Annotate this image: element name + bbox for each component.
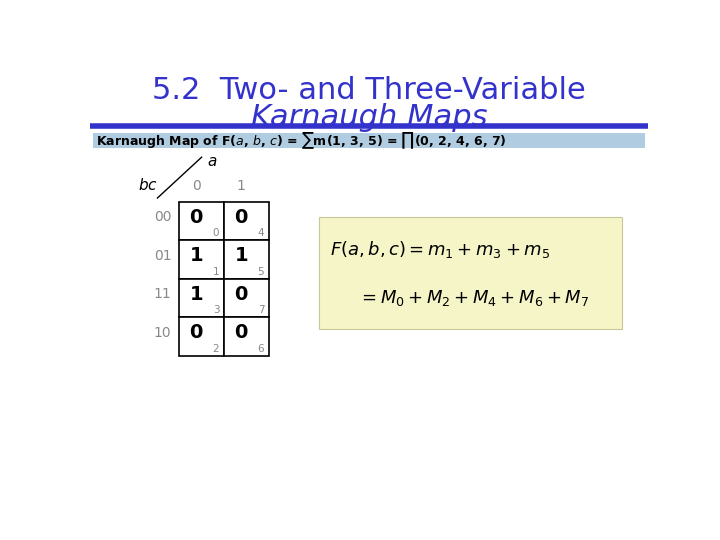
Text: Karnaugh Maps: Karnaugh Maps [251, 103, 487, 132]
Bar [224, 318, 269, 356]
Bar [224, 279, 269, 318]
Text: 01: 01 [154, 249, 171, 263]
Text: 0: 0 [212, 228, 219, 239]
Text: 10: 10 [154, 326, 171, 340]
Text: 6: 6 [258, 344, 264, 354]
Text: $a$: $a$ [207, 154, 217, 170]
Bar [320, 217, 621, 329]
Text: 1: 1 [234, 246, 248, 265]
Text: 4: 4 [258, 228, 264, 239]
Text: 1: 1 [237, 179, 246, 193]
Text: 0: 0 [235, 285, 248, 304]
Bar [93, 132, 645, 148]
Text: 3: 3 [212, 306, 220, 315]
Bar [224, 240, 269, 279]
Text: 0: 0 [189, 208, 203, 227]
Bar [179, 318, 224, 356]
Text: 0: 0 [189, 323, 203, 342]
Bar [179, 279, 224, 318]
Text: 0: 0 [192, 179, 201, 193]
Text: 0: 0 [235, 208, 248, 227]
Text: $F(a,b,c) = m_1 + m_3 + m_5$: $F(a,b,c) = m_1 + m_3 + m_5$ [330, 239, 550, 260]
Text: 00: 00 [154, 210, 171, 224]
Text: $bc$: $bc$ [138, 177, 158, 193]
Text: $= M_0 + M_2 + M_4 + M_6 + M_7$: $= M_0 + M_2 + M_4 + M_6 + M_7$ [358, 288, 589, 308]
Text: 0: 0 [235, 323, 248, 342]
Text: 7: 7 [258, 306, 264, 315]
Bar [179, 240, 224, 279]
Text: 5: 5 [258, 267, 264, 277]
Text: Karnaugh Map of F($\mathit{a}$, $\mathit{b}$, $\mathit{c}$) = $\sum$m(1, 3, 5) =: Karnaugh Map of F($\mathit{a}$, $\mathit… [96, 130, 507, 151]
Text: 2: 2 [212, 344, 220, 354]
Text: 1: 1 [212, 267, 220, 277]
Text: 1: 1 [189, 285, 203, 304]
Text: 5.2  Two- and Three-Variable: 5.2 Two- and Three-Variable [152, 76, 586, 105]
Bar [224, 202, 269, 240]
Text: 11: 11 [153, 287, 171, 301]
Bar [179, 202, 224, 240]
Text: 1: 1 [189, 246, 203, 265]
